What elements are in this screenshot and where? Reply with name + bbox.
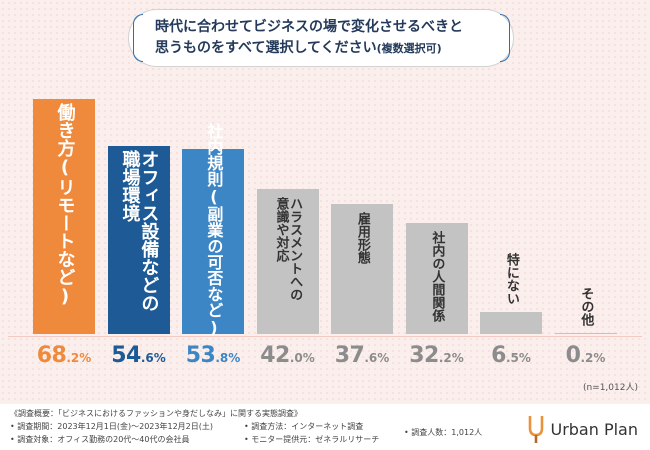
value-decimal: .8% <box>215 351 241 365</box>
urban-plan-logo: Urban Plan <box>528 414 638 444</box>
value-integer: 0 <box>565 343 581 368</box>
survey-period: • 調査期間：2023年12月1日(金)〜2023年12月2日(土) <box>10 422 214 431</box>
bar-label-7: その他 <box>578 287 594 327</box>
bar-label-6: 特にない <box>503 252 519 305</box>
value-label-3: 42.0% <box>248 343 328 368</box>
value-integer: 54 <box>111 343 141 368</box>
title-line-2-main: 思うものをすべて選択してください <box>155 40 377 56</box>
value-decimal: .2% <box>66 351 92 365</box>
urban-plan-logo-text: Urban Plan <box>550 419 638 439</box>
value-decimal: .5% <box>505 351 531 365</box>
baseline-separator <box>8 336 642 337</box>
bar-5 <box>405 223 468 334</box>
bar-label-line: 意識や対応 <box>273 197 289 263</box>
bar-label-3: ハラスメントへの 意識や対応 <box>273 197 303 302</box>
value-label-5: 32.2% <box>397 343 477 368</box>
title-line-1: 時代に合わせてビジネスの場で変化させるべきと <box>155 19 463 35</box>
value-label-4: 37.6% <box>322 343 402 368</box>
bar-label-line: その他 <box>578 287 594 327</box>
survey-method: • 調査方法：インターネット調査 <box>244 422 364 431</box>
bar-label-0: 働き方(リモートなど) <box>54 103 76 307</box>
survey-footer: 《調査概要：「ビジネスにおけるファッションや身だしなみ」に関する実態調査》 • … <box>0 404 650 450</box>
value-decimal: .2% <box>438 351 464 365</box>
survey-overview: 《調査概要：「ビジネスにおけるファッションや身だしなみ」に関する実態調査》 <box>10 409 302 418</box>
survey-monitor: • モニター提供元：ゼネラルリサーチ <box>244 435 380 444</box>
value-decimal: .0% <box>289 351 315 365</box>
bar-label-1: オフィス設備などの 職場環境 <box>119 149 160 312</box>
value-integer: 37 <box>334 343 365 368</box>
bar-6 <box>480 311 542 334</box>
bar-2 <box>182 148 244 334</box>
value-decimal: .6% <box>364 351 390 365</box>
survey-count: • 調査人数：1,012人 <box>404 428 483 437</box>
bar-label-line: 社内規則(副業の可否など) <box>204 122 224 337</box>
bar-0 <box>33 99 95 334</box>
title-line-2: 思うものをすべて選択してください(複数選択可) <box>155 38 513 59</box>
value-label-1: 54.6% <box>99 343 179 368</box>
bar-label-line: 雇用形態 <box>354 212 370 265</box>
value-integer: 42 <box>260 343 290 368</box>
value-decimal: .6% <box>140 351 166 365</box>
bar-label-2: 社内規則(副業の可否など) <box>204 122 224 337</box>
value-decimal: .2% <box>580 351 606 365</box>
bar-label-line: 働き方(リモートなど) <box>54 103 76 307</box>
value-label-2: 53.8% <box>173 343 253 368</box>
bar-4 <box>331 204 393 334</box>
bar-3 <box>256 189 319 334</box>
value-integer: 6 <box>491 343 506 368</box>
bar-label-line: 社内の人間関係 <box>429 231 445 323</box>
title-line-2-sub: (複数選択可) <box>376 42 442 55</box>
bar-label-line: 職場環境 <box>119 149 141 222</box>
value-integer: 32 <box>409 343 439 368</box>
value-label-6: 6.5% <box>471 343 551 368</box>
bar-label-line: 特にない <box>503 252 519 305</box>
sample-size: (n=1,012人) <box>582 383 638 393</box>
bar-label-line: ハラスメントへの <box>287 197 303 302</box>
bar-7 <box>554 333 617 334</box>
bar-label-line: オフィス設備などの <box>138 149 160 312</box>
chart-title-box: 時代に合わせてビジネスの場で変化させるべきと 思うものをすべて選択してください(… <box>128 9 514 67</box>
urban-plan-logo-icon <box>529 416 544 443</box>
bar-label-4: 雇用形態 <box>354 212 370 265</box>
value-integer: 68 <box>36 343 67 368</box>
value-integer: 53 <box>185 343 216 368</box>
bar-label-5: 社内の人間関係 <box>429 231 445 323</box>
value-label-0: 68.2% <box>24 343 104 368</box>
value-label-7: 0.2% <box>546 343 626 368</box>
bar-1 <box>107 145 170 334</box>
survey-target: • 調査対象：オフィス勤務の20代〜40代の会社員 <box>10 435 190 444</box>
